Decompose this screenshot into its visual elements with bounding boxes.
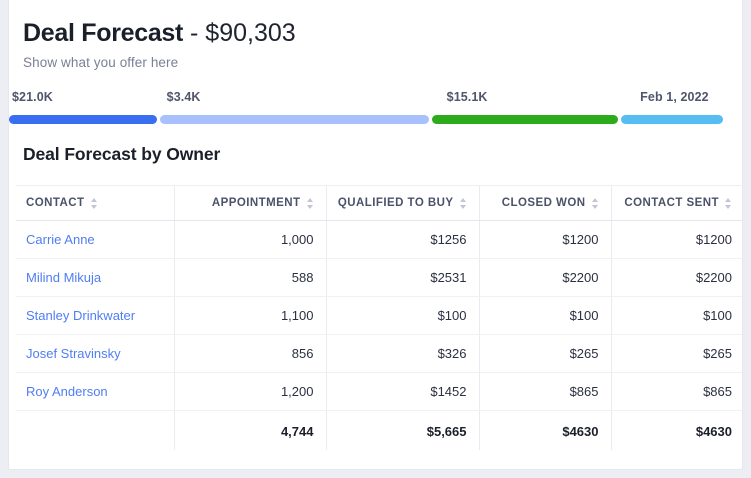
totals-cell-qualified: $5,665 [325,410,479,450]
cell-appointment: 1,200 [173,372,326,411]
table-row: Carrie Anne 1,000 $1256 $1200 $1200 [16,220,742,259]
table-totals-row: 4,744 $5,665 $4630 $4630 [16,410,742,451]
contact-link[interactable]: Stanley Drinkwater [26,308,136,323]
sort-icon[interactable] [459,197,467,209]
progress-segment-1[interactable] [9,115,157,124]
cell-qualified: $1256 [325,220,479,259]
cell-contact-sent: $1200 [610,220,742,259]
cell-closed-won: $1200 [478,220,611,259]
sort-icon[interactable] [591,197,599,209]
table-row: Roy Anderson 1,200 $1452 $865 $865 [16,372,742,411]
progress-segment-2[interactable] [159,115,429,124]
progress-label-2: $3.4K [166,90,201,104]
contact-link[interactable]: Milind Mikuja [26,270,102,285]
progress-label-1: $21.0K [12,90,53,104]
contact-link[interactable]: Carrie Anne [26,232,95,247]
progress-labels: $21.0K $3.4K $15.1K Feb 1, 2022 [9,90,742,107]
deal-forecast-table: CONTACT APPOINTMENT QUALIFIED TO BUY CLO… [16,185,742,451]
cell-closed-won: $865 [478,372,611,411]
cell-qualified: $1452 [325,372,479,411]
table-body: Carrie Anne 1,000 $1256 $1200 $1200 Mili… [16,220,742,451]
page-subtitle: Show what you offer here [23,55,179,70]
deal-forecast-card: Deal Forecast - $90,303 Show what you of… [8,0,743,470]
column-header-contact-label: CONTACT [26,197,85,209]
column-header-contact-sent-label: CONTACT SENT [624,197,719,209]
cell-appointment: 588 [173,258,326,297]
card-header: Deal Forecast - $90,303 Show what you of… [9,0,742,70]
contact-link[interactable]: Josef Stravinsky [26,346,121,361]
forecast-progress-bar: $21.0K $3.4K $15.1K Feb 1, 2022 [9,90,742,134]
cell-contact: Stanley Drinkwater [16,296,174,335]
page-title-main: Deal Forecast [23,19,184,47]
cell-contact-sent: $2200 [610,258,742,297]
cell-contact: Milind Mikuja [16,258,174,297]
table-row: Stanley Drinkwater 1,100 $100 $100 $100 [16,296,742,335]
column-header-qualified-to-buy-label: QUALIFIED TO BUY [337,197,454,209]
sort-icon[interactable] [306,197,314,209]
cell-contact: Josef Stravinsky [16,334,174,373]
deal-forecast-table-wrap: CONTACT APPOINTMENT QUALIFIED TO BUY CLO… [16,185,742,451]
sort-icon[interactable] [725,197,732,209]
page-title-separator: - [183,19,206,47]
column-header-appointment-label: APPOINTMENT [211,197,301,209]
cell-contact-sent: $265 [610,334,742,373]
cell-contact: Carrie Anne [16,220,174,259]
progress-segment-3[interactable] [432,115,619,124]
cell-closed-won: $2200 [478,258,611,297]
cell-appointment: 1,100 [173,296,326,335]
contact-link[interactable]: Roy Anderson [26,384,108,399]
column-header-qualified-to-buy[interactable]: QUALIFIED TO BUY [325,185,479,221]
table-row: Milind Mikuja 588 $2531 $2200 $2200 [16,258,742,297]
progress-label-3: $15.1K [446,90,488,104]
cell-appointment: 856 [173,334,326,373]
table-header-row: CONTACT APPOINTMENT QUALIFIED TO BUY CLO… [16,185,742,221]
cell-qualified: $100 [325,296,479,335]
cell-contact: Roy Anderson [16,372,174,411]
sort-icon[interactable] [90,197,98,209]
table-row: Josef Stravinsky 856 $326 $265 $265 [16,334,742,373]
column-header-contact-sent[interactable]: CONTACT SENT [610,185,742,221]
page-title-amount: $90,303 [205,19,296,47]
cell-qualified: $2531 [325,258,479,297]
cell-contact-sent: $865 [610,372,742,411]
column-header-closed-won[interactable]: CLOSED WON [478,185,611,221]
totals-cell-contact [16,411,174,451]
page-title: Deal Forecast - $90,303 [23,18,742,48]
totals-cell-appointment: 4,744 [173,410,326,450]
cell-qualified: $326 [325,334,479,373]
cell-appointment: 1,000 [173,220,326,259]
section-title: Deal Forecast by Owner [23,144,221,164]
cell-closed-won: $265 [478,334,611,373]
totals-cell-closed-won: $4630 [478,410,611,450]
column-header-closed-won-label: CLOSED WON [501,197,586,209]
progress-segment-4[interactable] [620,115,723,124]
totals-cell-contact-sent: $4630 [610,410,742,450]
cell-closed-won: $100 [478,296,611,335]
progress-label-4: Feb 1, 2022 [640,90,709,104]
column-header-contact[interactable]: CONTACT [16,185,174,221]
cell-contact-sent: $100 [610,296,742,335]
table-header: CONTACT APPOINTMENT QUALIFIED TO BUY CLO… [16,185,742,221]
progress-track [9,115,723,124]
column-header-appointment[interactable]: APPOINTMENT [173,185,326,221]
